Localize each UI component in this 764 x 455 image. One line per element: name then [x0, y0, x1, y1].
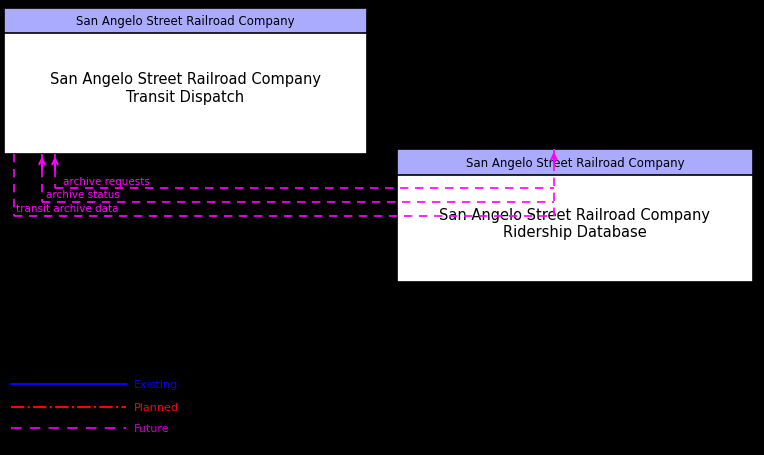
Text: San Angelo Street Railroad Company: San Angelo Street Railroad Company: [465, 156, 685, 169]
Bar: [4, 9, 367, 34]
Text: San Angelo Street Railroad Company
Ridership Database: San Angelo Street Railroad Company Rider…: [439, 207, 711, 239]
Text: Planned: Planned: [134, 402, 179, 412]
Text: San Angelo Street Railroad Company
Transit Dispatch: San Angelo Street Railroad Company Trans…: [50, 72, 321, 105]
Text: transit archive data: transit archive data: [16, 203, 118, 213]
Text: Future: Future: [134, 423, 170, 433]
Bar: [4, 9, 367, 155]
Bar: [397, 150, 753, 175]
Text: archive requests: archive requests: [63, 176, 150, 186]
Text: Existing: Existing: [134, 379, 178, 389]
Text: archive status: archive status: [46, 190, 120, 200]
Bar: [397, 150, 753, 282]
Text: San Angelo Street Railroad Company: San Angelo Street Railroad Company: [76, 15, 295, 28]
